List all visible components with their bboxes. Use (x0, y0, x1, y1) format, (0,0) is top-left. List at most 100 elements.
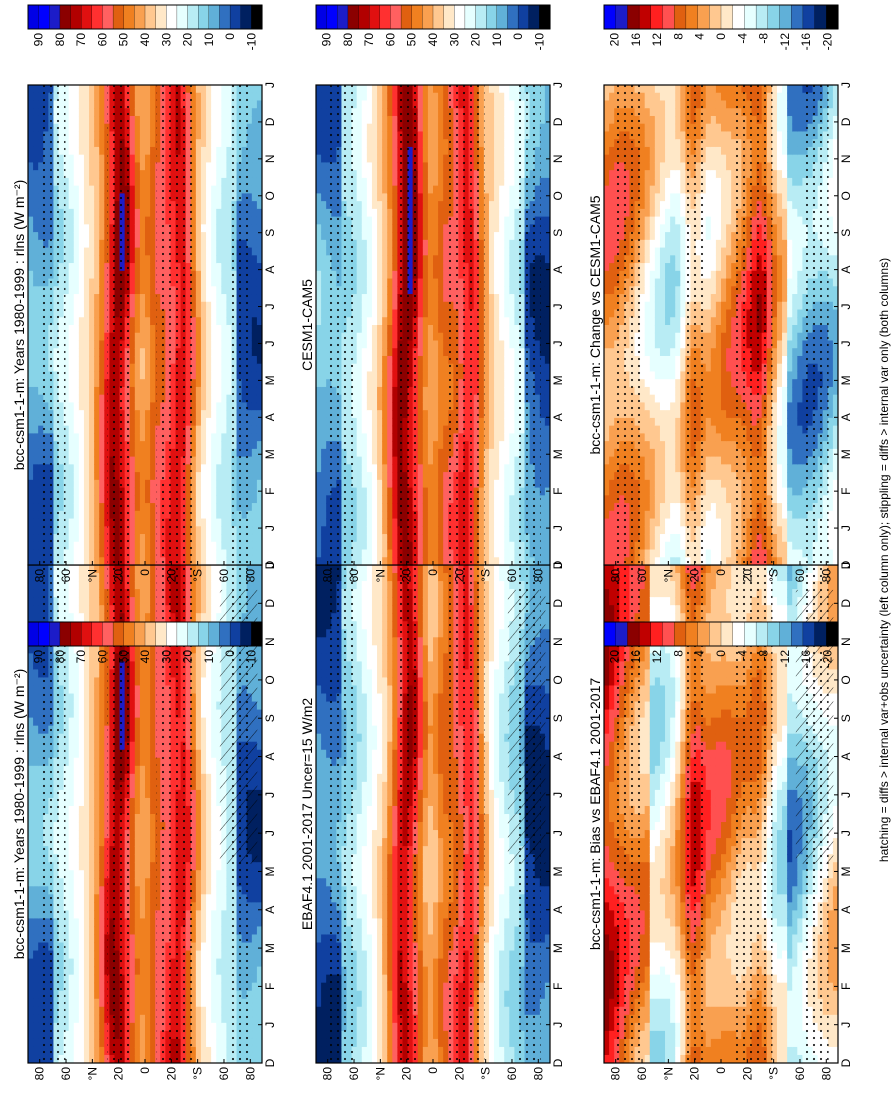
heat-cell (195, 1022, 202, 1032)
heat-cell (33, 131, 39, 140)
heat-cell (94, 982, 100, 992)
heat-cell (63, 131, 70, 140)
heat-cell (63, 797, 70, 807)
heat-cell (33, 139, 39, 148)
heat-cell (28, 534, 34, 543)
heat-cell (139, 669, 146, 679)
heat-cell (99, 131, 105, 140)
heat-cell (129, 170, 136, 179)
heat-cell (83, 749, 90, 759)
heat-cell (94, 309, 100, 318)
heat-cell (104, 402, 110, 411)
heat-cell (129, 472, 136, 481)
heat-cell (73, 1054, 80, 1063)
heat-cell (99, 597, 105, 606)
panel-model-right: bcc-csm1-1-m: Years 1980-1999 : rlns (W … (11, 82, 277, 582)
heat-cell (78, 448, 85, 458)
heat-cell (73, 131, 80, 140)
heat-cell (83, 108, 90, 117)
heat-cell (139, 757, 146, 767)
heat-cell (33, 613, 39, 622)
heat-cell (99, 394, 105, 404)
heat-cell (63, 348, 70, 357)
heat-cell (83, 294, 90, 303)
heat-cell (68, 85, 75, 94)
heat-cell (150, 216, 156, 225)
heat-cell (206, 709, 212, 719)
heat-cell (195, 573, 202, 582)
heat-cell (89, 1006, 95, 1016)
heat-cell (83, 503, 90, 512)
heat-cell (139, 224, 146, 233)
heat-cell (89, 942, 95, 952)
heat-cell (89, 162, 95, 171)
heat-cell (139, 998, 146, 1008)
heat-cell (134, 565, 141, 574)
heat-cell (73, 270, 80, 280)
lat-label: 60 (59, 1067, 73, 1081)
heat-cell (89, 589, 95, 598)
heat-cell (129, 846, 136, 855)
heat-cell (68, 854, 75, 863)
heat-cell (129, 878, 136, 887)
heat-cell (68, 456, 75, 465)
heat-cell (33, 557, 39, 565)
heat-cell (73, 677, 80, 687)
heat-cell (195, 232, 202, 241)
heat-cell (89, 363, 95, 373)
heat-cell (104, 394, 110, 404)
heat-cell (256, 902, 262, 911)
heat-cell (104, 822, 110, 831)
heat-cell (68, 479, 75, 489)
heat-cell (139, 247, 146, 256)
heat-cell (28, 918, 34, 928)
heat-cell (211, 1054, 217, 1063)
heat-cell (129, 797, 136, 807)
heat-cell (94, 749, 100, 759)
heat-cell (104, 139, 110, 148)
heat-cell (89, 1030, 95, 1040)
heat-cell (68, 934, 75, 944)
heat-cell (134, 645, 141, 654)
heat-cell (68, 255, 75, 264)
heat-cell (134, 693, 141, 703)
heat-cell (73, 846, 80, 855)
heat-cell (150, 301, 156, 311)
heat-cell (139, 363, 146, 373)
heat-cell (99, 270, 105, 280)
heat-cell (256, 605, 262, 614)
heat-cell (134, 270, 141, 280)
heat-cell (221, 966, 227, 976)
heat-cell (78, 255, 85, 264)
heat-cell (139, 910, 146, 920)
heat-cell (139, 549, 146, 558)
heat-cell (206, 789, 212, 799)
heat-cell (33, 255, 39, 264)
heat-cell (99, 232, 105, 241)
heat-cell (99, 239, 105, 249)
heat-cell (94, 1046, 100, 1056)
heat-cell (99, 534, 105, 543)
heat-cell (216, 797, 222, 807)
heat-cell (195, 685, 202, 695)
heat-cell (216, 805, 222, 815)
heat-cell (150, 830, 156, 839)
heat-cell (139, 1030, 146, 1040)
heat-cell (150, 653, 156, 662)
heat-cell (73, 862, 80, 871)
heat-cell (251, 950, 258, 960)
heat-cell (33, 725, 39, 735)
heat-cell (134, 239, 141, 249)
heat-cell (139, 605, 146, 614)
heat-cell (216, 1054, 222, 1063)
heat-cell (99, 557, 105, 565)
heat-cell (33, 854, 39, 863)
heat-cell (83, 982, 90, 992)
heat-cell (99, 193, 105, 202)
heat-cell (33, 417, 39, 427)
heat-cell (28, 139, 34, 148)
heat-cell (99, 410, 105, 419)
heat-cell (150, 541, 156, 551)
heat-cell (68, 448, 75, 458)
heat-cell (145, 661, 151, 671)
